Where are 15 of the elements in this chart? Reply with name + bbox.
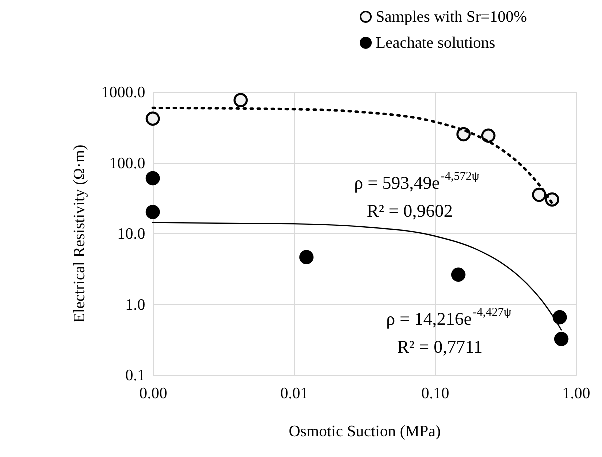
x-axis-title: Osmotic Suction (MPa)	[289, 424, 441, 440]
y-tick-label: 10.0	[118, 226, 146, 243]
y-axis-title: Electrical Resistivity (Ω·m)	[72, 144, 88, 324]
y-tick-label: 1.0	[126, 296, 146, 314]
x-tick-label: 1.00	[562, 386, 590, 402]
annotation: R² = 0,9602	[366, 201, 454, 221]
y-tick-label: 100.0	[110, 155, 146, 172]
x-tick-label: 0.10	[422, 386, 450, 402]
legend-label: Leachate solutions	[376, 35, 496, 52]
y-tick-label: 0.1	[126, 368, 146, 384]
legend-label: Samples with Sr=100%	[376, 9, 528, 26]
x-tick-label: 0.01	[280, 386, 308, 402]
annotation: R² = 0,7711	[397, 337, 483, 357]
x-tick-label: 0.00	[140, 386, 168, 402]
y-tick-label: 1000.0	[102, 84, 146, 102]
